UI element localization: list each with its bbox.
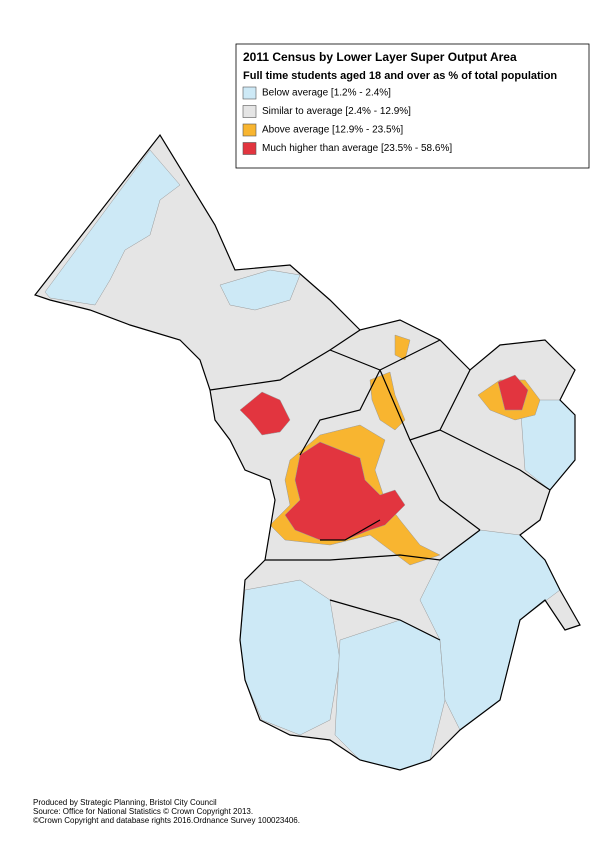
legend-label: Similar to average [2.4% - 12.9%] xyxy=(262,106,411,117)
much-higher-area xyxy=(284,441,406,541)
legend-swatch xyxy=(242,123,257,137)
map-title: 2011 Census by Lower Layer Super Output … xyxy=(243,50,517,64)
below-area xyxy=(44,149,181,306)
below-area xyxy=(239,579,341,736)
boundary xyxy=(209,329,551,641)
footer: Produced by Strategic Planning, Bristol … xyxy=(33,798,300,825)
legend: Below average [1.2% - 2.4%] Similar to av… xyxy=(242,86,452,155)
legend-label: Below average [1.2% - 2.4%] xyxy=(262,88,391,99)
footer-line: Produced by Strategic Planning, Bristol … xyxy=(33,798,217,807)
legend-swatch xyxy=(242,142,257,155)
legend-label: Much higher than average [23.5% - 58.6%] xyxy=(262,143,452,154)
below-area xyxy=(334,619,446,771)
footer-line: ©Crown Copyright and database rights 201… xyxy=(33,816,300,825)
above-area xyxy=(369,371,406,431)
map-subtitle: Full time students aged 18 and over as %… xyxy=(243,70,557,82)
legend-swatch xyxy=(242,86,257,100)
footer-line: Source: Office for National Statistics ©… xyxy=(33,807,253,816)
below-area xyxy=(219,269,301,311)
much-higher-area xyxy=(239,391,291,436)
ward-boundaries xyxy=(34,133,581,771)
boundary xyxy=(34,133,581,771)
legend-label: Above average [12.9% - 23.5%] xyxy=(262,125,403,136)
much-higher-area xyxy=(497,374,529,411)
legend-box xyxy=(235,43,590,169)
legend-swatch xyxy=(242,105,257,118)
above-area xyxy=(394,334,411,361)
map-areas xyxy=(34,134,581,771)
